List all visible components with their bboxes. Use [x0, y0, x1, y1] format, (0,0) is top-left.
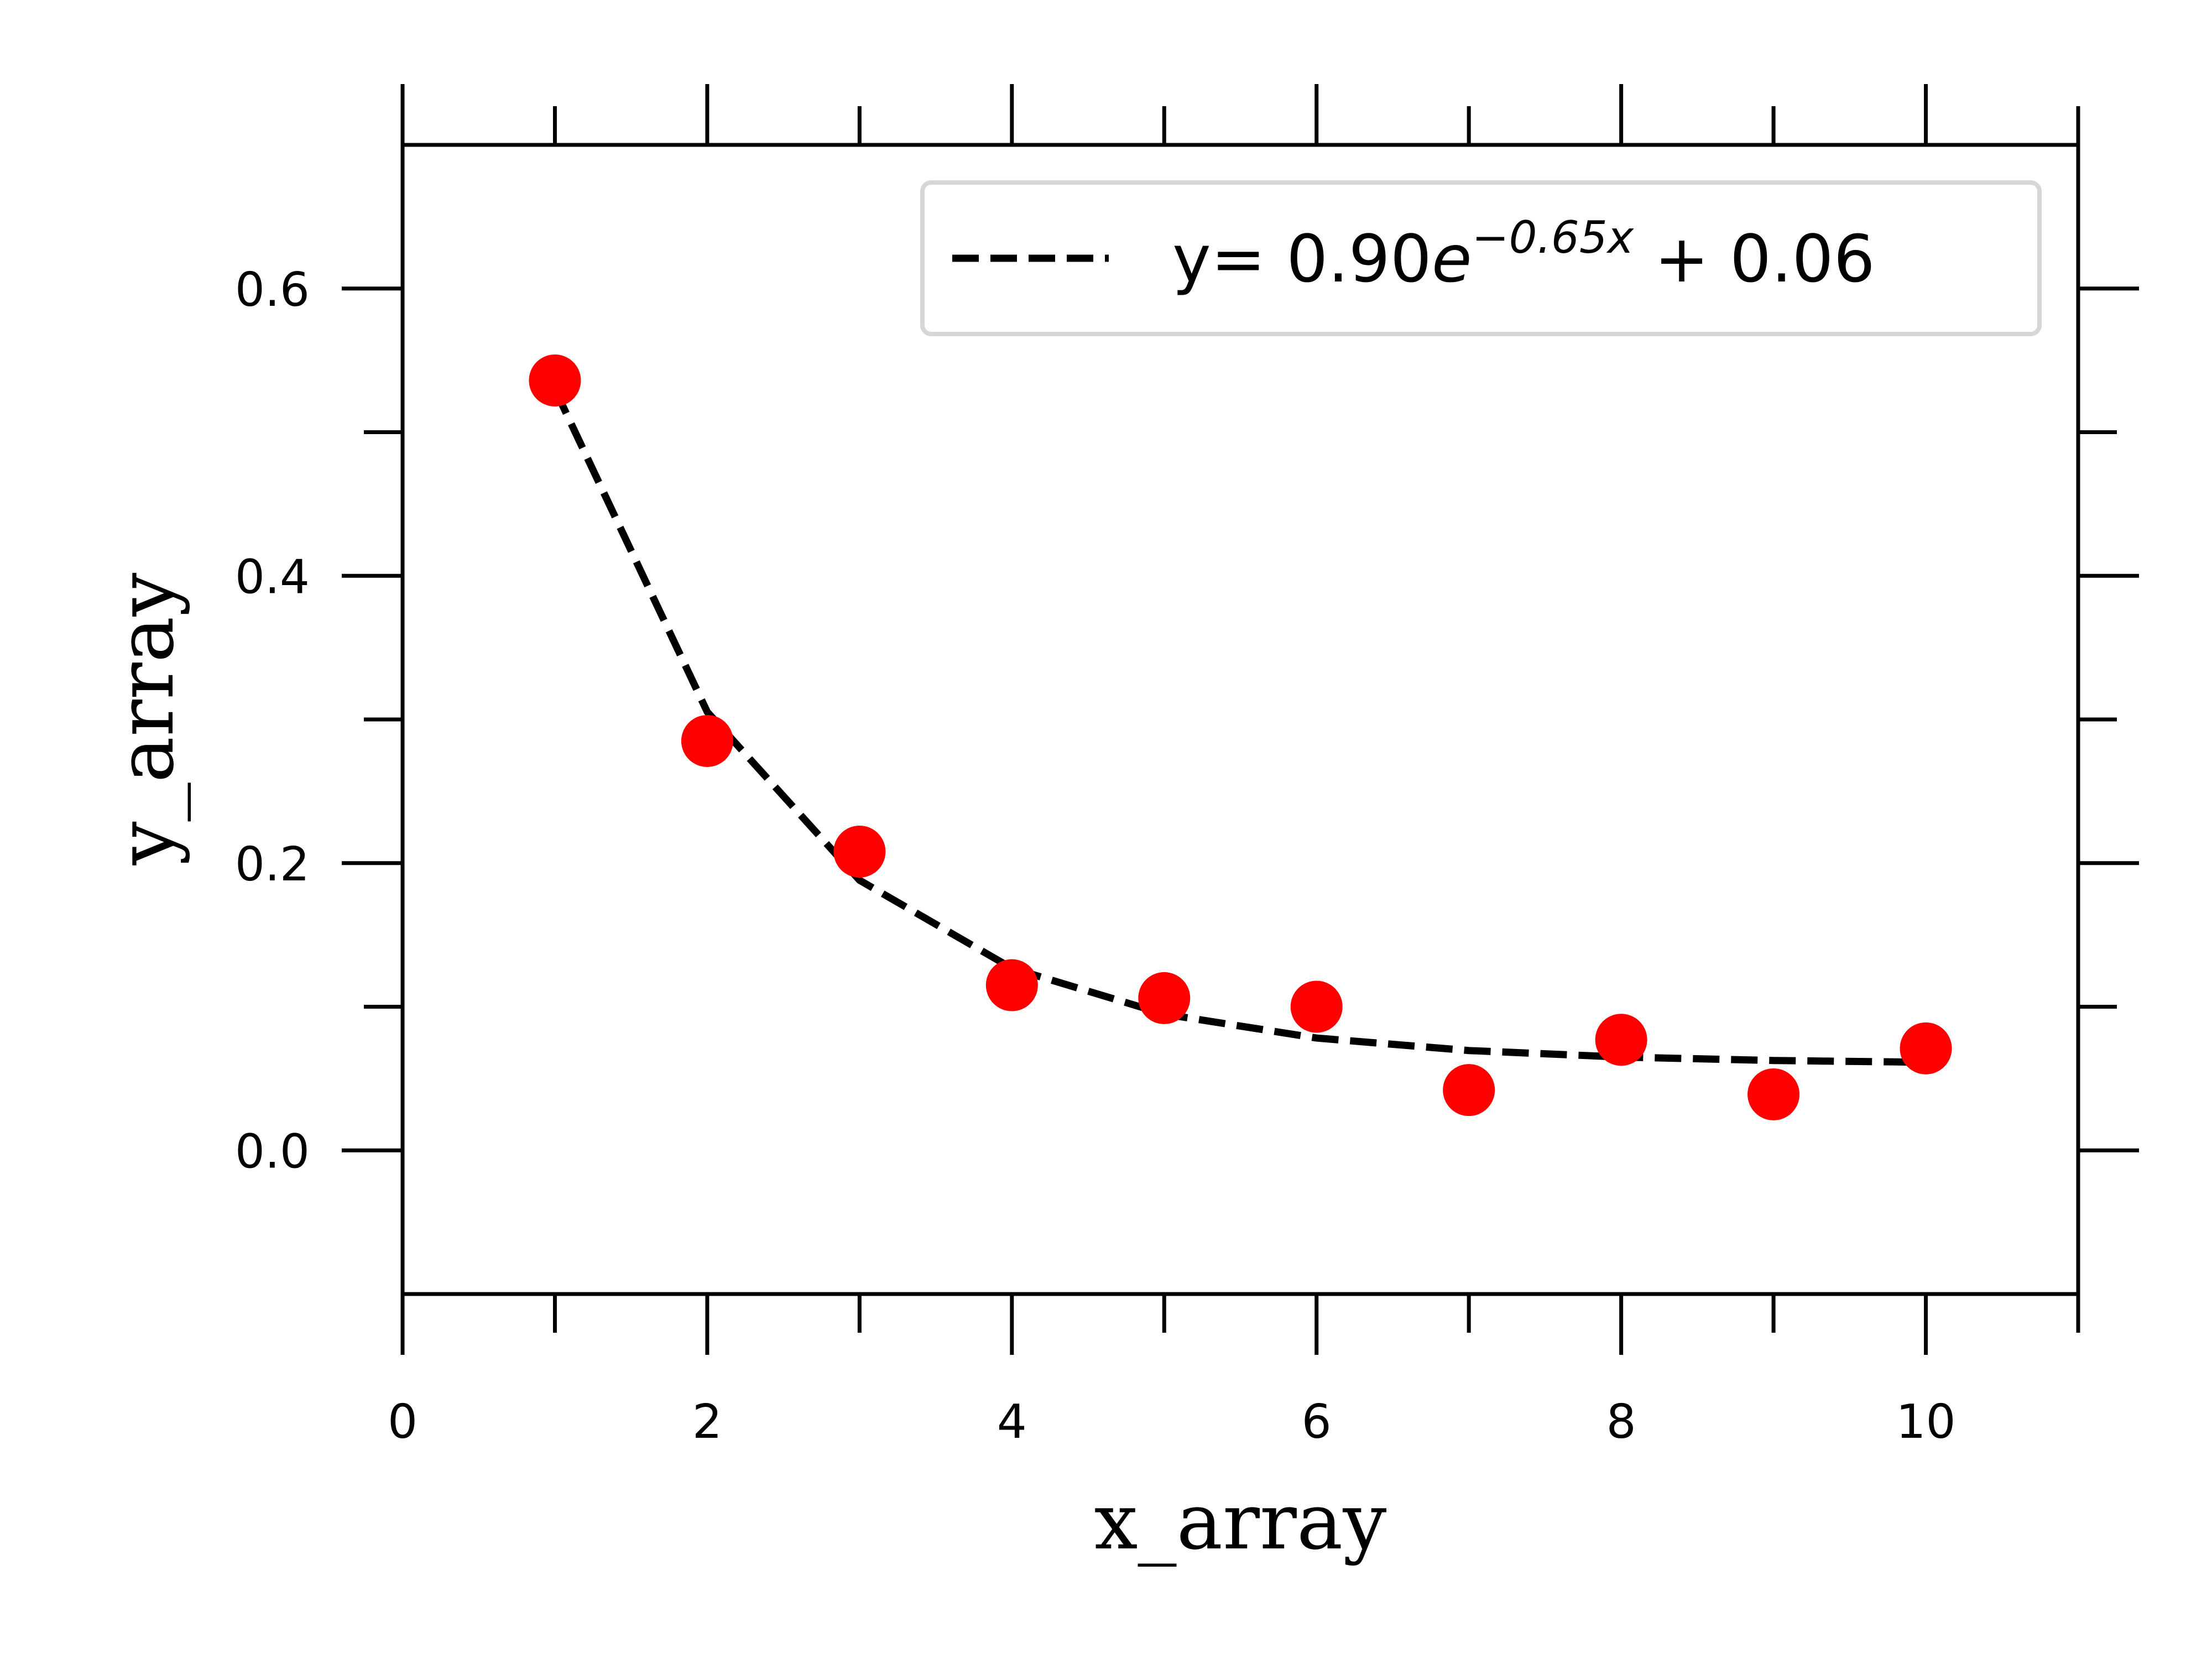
- x-axis-title: x_array: [1094, 1477, 1387, 1567]
- y-tick-label: 0.0: [235, 1124, 310, 1179]
- y-tick-label: 0.2: [235, 837, 310, 892]
- data-point: [1290, 980, 1343, 1033]
- y-tick-label: 0.6: [235, 263, 310, 317]
- legend: y= 0.90e−0.65x + 0.06: [920, 180, 2042, 336]
- legend-box: [920, 180, 2042, 336]
- legend-base: e: [1432, 221, 1472, 297]
- data-point: [1747, 1068, 1800, 1120]
- data-point: [985, 959, 1038, 1011]
- legend-suffix: + 0.06: [1634, 221, 1875, 297]
- x-tick-label: 6: [1302, 1395, 1332, 1449]
- ticks-layer: [342, 84, 2139, 1355]
- legend-label: y= 0.90e−0.65x + 0.06: [1172, 212, 1875, 297]
- legend-exponent: −0.65x: [1472, 212, 1635, 263]
- points-layer: [529, 354, 1952, 1120]
- data-point: [1138, 972, 1191, 1024]
- data-point: [681, 714, 733, 767]
- x-tick-label: 8: [1606, 1395, 1636, 1449]
- x-tick-label: 10: [1896, 1395, 1955, 1449]
- data-point: [1595, 1014, 1647, 1066]
- y-tick-label: 0.4: [235, 550, 310, 604]
- data-point: [529, 354, 581, 406]
- data-point: [833, 825, 886, 878]
- y-axis-title: y_array: [101, 573, 191, 866]
- tick-labels-layer: 0 2 4 6 8 10 0.0 0.2 0.4 0.6: [235, 263, 1956, 1449]
- x-tick-label: 2: [692, 1395, 722, 1449]
- fit-layer: [551, 388, 1926, 1066]
- data-point: [1443, 1064, 1495, 1117]
- fit-curve-line: [551, 388, 1926, 1066]
- plot-frame: [400, 143, 2080, 1296]
- x-tick-label: 4: [997, 1395, 1027, 1449]
- data-point: [1900, 1022, 1952, 1074]
- legend-prefix: y= 0.90: [1172, 221, 1432, 297]
- x-tick-label: 0: [388, 1395, 418, 1449]
